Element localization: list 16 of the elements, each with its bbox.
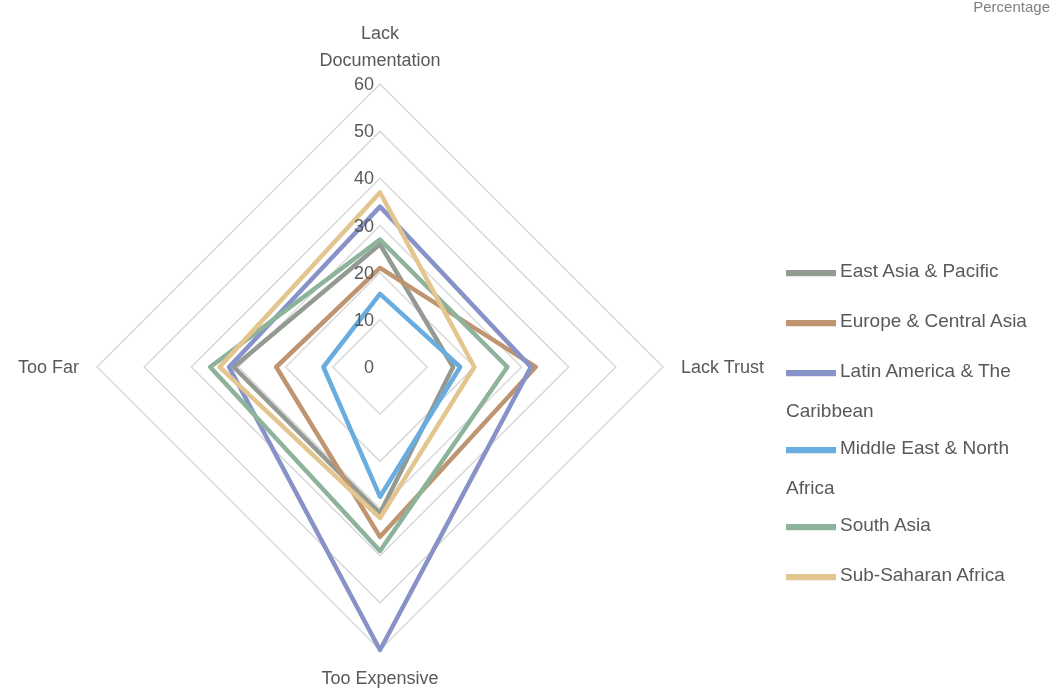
y-tick-label: 50: [353, 121, 374, 142]
legend-label: South Asia: [840, 513, 931, 535]
y-tick-label: 40: [353, 168, 374, 189]
legend-label: Sub-Saharan Africa: [840, 563, 1005, 585]
spoke-label: Lack Documentation: [319, 23, 441, 70]
legend-label: Europe & Central Asia: [840, 309, 1027, 331]
spoke-label: Too Expensive: [321, 668, 439, 688]
y-tick-label: 60: [353, 74, 374, 94]
legend-label: East Asia & Pacific: [840, 259, 999, 281]
spoke-label: Lack Trust: [681, 357, 765, 377]
y-tick-label: 0: [363, 357, 374, 377]
legend-label: Middle East & North Africa: [786, 436, 1009, 498]
y-tick-label: 20: [353, 262, 374, 283]
spoke-label: Too Far: [17, 357, 79, 377]
legend-label: Latin America & The Caribbean: [786, 359, 1011, 421]
chart-title: Percentage: [973, 0, 1050, 15]
